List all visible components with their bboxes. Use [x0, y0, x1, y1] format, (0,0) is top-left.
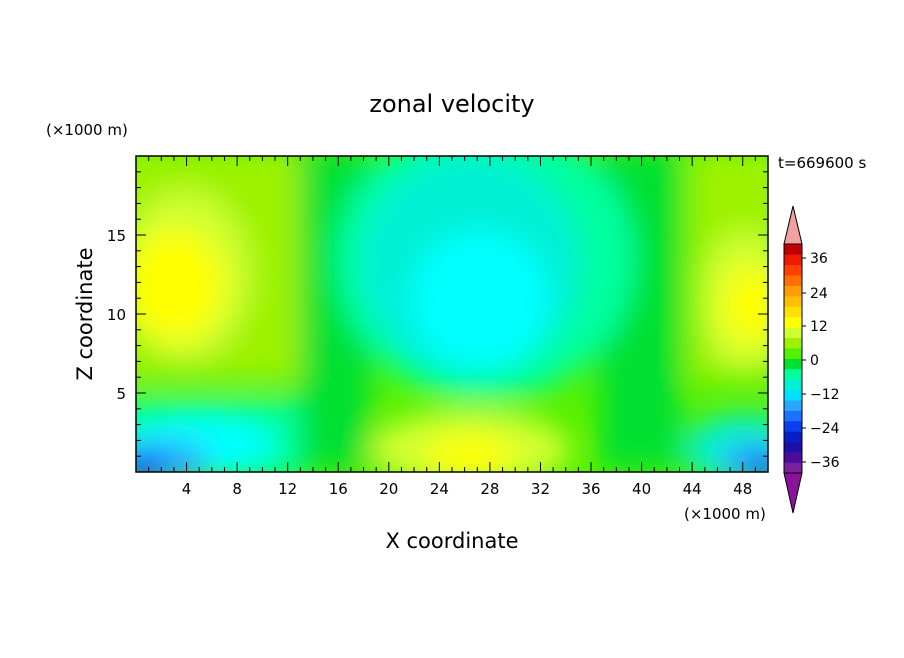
colorbar-swatch [784, 306, 802, 318]
colorbar-tick-label: 0 [810, 353, 819, 369]
x-tick-label: 20 [379, 480, 398, 498]
colorbar-swatch [784, 275, 802, 286]
colorbar-tick-label: −24 [810, 421, 840, 437]
chart-title: zonal velocity [369, 90, 534, 118]
colorbar-swatch [784, 348, 802, 359]
colorbar-tick-label: 12 [810, 319, 828, 335]
colorbar-swatch [784, 244, 802, 255]
x-tick-label: 24 [430, 480, 449, 498]
y-tick-label: 5 [116, 385, 126, 403]
colorbar-swatch [784, 358, 802, 370]
colorbar-swatch [784, 389, 802, 401]
colorbar-swatch [784, 379, 802, 391]
colorbar-tick-label: 36 [810, 251, 828, 267]
x-axis-label: X coordinate [385, 529, 518, 553]
x-tick-label: 40 [632, 480, 651, 498]
colorbar-swatch [784, 462, 802, 474]
contour-region [745, 458, 768, 472]
contour-region [410, 230, 550, 370]
colorbar-tick-label: −36 [810, 455, 840, 471]
x-tick-label: 16 [329, 480, 348, 498]
contour-region [724, 267, 768, 343]
y-axis-label: Z coordinate [73, 247, 97, 380]
colorbar-swatch [784, 264, 802, 276]
x-unit-label: (×1000 m) [684, 505, 766, 523]
colorbar-swatch [784, 327, 802, 338]
y-ticks: 5 10 15 [107, 171, 768, 457]
contour-field [136, 156, 768, 472]
contour-region [136, 230, 223, 340]
colorbar-swatch [784, 431, 802, 443]
colorbar-swatch [784, 296, 802, 307]
y-unit-label: (×1000 m) [46, 121, 128, 139]
y-tick-label: 15 [107, 227, 126, 245]
x-tick-label: 8 [232, 480, 242, 498]
colorbar-extend-high [783, 205, 803, 245]
colorbar-tick-label: 24 [810, 286, 828, 302]
colorbar-frame [783, 243, 803, 474]
x-tick-label: 36 [581, 480, 600, 498]
x-tick-label: 44 [683, 480, 702, 498]
colorbar-swatch [784, 400, 802, 411]
colorbar-swatch [784, 316, 802, 328]
colorbar-extend-low [783, 472, 803, 514]
colorbar-swatch [784, 368, 802, 380]
colorbar-swatch [784, 254, 802, 266]
x-ticks: 4 8 12 16 20 24 28 32 36 40 44 48 [148, 156, 756, 498]
colorbar-swatch [784, 410, 802, 422]
colorbar: 36 24 12 0 −12 −24 −36 [783, 205, 840, 514]
colorbar-swatch [784, 420, 802, 432]
y-tick-label: 10 [107, 306, 126, 324]
x-tick-label: 4 [182, 480, 192, 498]
x-tick-label: 12 [278, 480, 297, 498]
colorbar-swatch [784, 452, 802, 463]
x-tick-label: 28 [480, 480, 499, 498]
colorbar-tick-label: −12 [810, 387, 840, 403]
x-tick-label: 32 [531, 480, 550, 498]
time-label: t=669600 s [778, 154, 866, 172]
contour-region [136, 456, 165, 472]
colorbar-swatch [784, 441, 802, 453]
contour-region [425, 435, 515, 472]
colorbar-swatch [784, 285, 802, 297]
colorbar-swatch [784, 337, 802, 349]
x-tick-label: 48 [733, 480, 752, 498]
